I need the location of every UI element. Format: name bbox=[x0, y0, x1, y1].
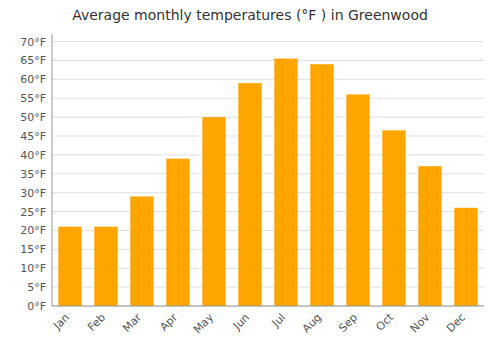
x-tick-label: Jan bbox=[50, 311, 72, 333]
grid-line bbox=[52, 136, 484, 137]
grid bbox=[52, 42, 484, 306]
bar bbox=[382, 130, 405, 306]
bar bbox=[202, 117, 225, 306]
chart: Average monthly temperatures (°F ) in Gr… bbox=[0, 0, 500, 350]
y-tick-label: 20°F bbox=[20, 224, 46, 237]
y-tick-label: 30°F bbox=[20, 187, 46, 200]
bar bbox=[274, 59, 297, 306]
x-tick-label: Aug bbox=[300, 311, 324, 335]
y-tick-label: 50°F bbox=[20, 111, 46, 124]
bar bbox=[418, 166, 441, 306]
y-tick-label: 0°F bbox=[27, 300, 46, 313]
bar bbox=[166, 159, 189, 306]
bar bbox=[310, 64, 333, 306]
x-tick-label: Apr bbox=[157, 311, 180, 334]
y-tick-label: 45°F bbox=[20, 130, 46, 143]
grid-line bbox=[52, 41, 484, 42]
x-tick-label: May bbox=[191, 311, 217, 337]
bar bbox=[130, 196, 153, 306]
x-tick-label: Jul bbox=[269, 311, 288, 330]
grid-line bbox=[52, 60, 484, 61]
y-tick-label: 35°F bbox=[20, 168, 46, 181]
bar bbox=[454, 208, 477, 306]
y-tick-label: 5°F bbox=[27, 281, 46, 294]
bar bbox=[238, 83, 261, 306]
x-tick-label: Mar bbox=[120, 311, 144, 335]
x-tick-label: Dec bbox=[444, 311, 468, 335]
y-tick-label: 70°F bbox=[20, 36, 46, 49]
y-axis-line bbox=[52, 34, 53, 306]
bars bbox=[58, 59, 477, 306]
grid-line bbox=[52, 306, 484, 307]
title: Average monthly temperatures (°F ) in Gr… bbox=[72, 7, 428, 23]
x-tick-label: Sep bbox=[336, 311, 360, 335]
bar bbox=[346, 94, 369, 306]
y-tick-label: 10°F bbox=[20, 262, 46, 275]
x-axis-line bbox=[52, 306, 484, 307]
bar bbox=[94, 227, 117, 306]
bar bbox=[58, 227, 81, 306]
x-tick-label: Feb bbox=[85, 311, 108, 334]
x-tick-label: Jun bbox=[230, 311, 252, 333]
y-tick-label: 60°F bbox=[20, 73, 46, 86]
x-tick-label: Oct bbox=[373, 310, 396, 333]
y-tick-label: 55°F bbox=[20, 92, 46, 105]
y-tick-label: 65°F bbox=[20, 54, 46, 67]
y-tick-label: 40°F bbox=[20, 149, 46, 162]
y-tick-label: 15°F bbox=[20, 243, 46, 256]
grid-line bbox=[52, 117, 484, 118]
x-tick-label: Nov bbox=[408, 311, 433, 336]
y-tick-label: 25°F bbox=[20, 206, 46, 219]
grid-line bbox=[52, 154, 484, 155]
grid-line bbox=[52, 79, 484, 80]
grid-line bbox=[52, 98, 484, 99]
